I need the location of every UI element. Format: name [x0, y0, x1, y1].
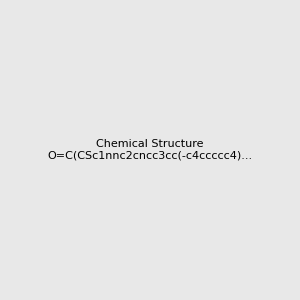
Text: Chemical Structure
O=C(CSc1nnc2cncc3cc(-c4ccccc4)...: Chemical Structure O=C(CSc1nnc2cncc3cc(-… [47, 139, 253, 161]
